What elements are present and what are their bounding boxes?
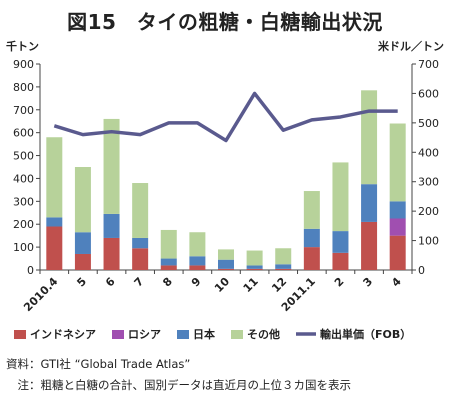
y-left-tick-label: 200 [13, 218, 34, 231]
bar-other [46, 137, 63, 218]
y-right-tick-label: 700 [418, 58, 439, 71]
legend-label-other: その他 [247, 327, 280, 341]
x-tick-label: 5 [74, 275, 89, 290]
y-right-tick-label: 500 [418, 117, 439, 130]
bar-other [246, 250, 263, 266]
legend-swatch-russia [112, 330, 124, 339]
bar-japan [160, 258, 177, 266]
bar-indonesia [160, 265, 177, 270]
bar-other [189, 232, 206, 257]
y-left-tick-label: 100 [13, 241, 34, 254]
bar-indonesia [46, 226, 63, 270]
bar-indonesia [389, 235, 406, 270]
bar-indonesia [103, 237, 120, 270]
bar-japan [332, 231, 349, 253]
bar-other [332, 162, 349, 232]
x-tick-label: 2 [332, 275, 347, 290]
y-right-tick-label: 0 [418, 264, 425, 277]
x-tick-label: 11 [241, 275, 261, 295]
bar-indonesia [132, 248, 149, 270]
bar-japan [246, 265, 263, 269]
bar-other [74, 167, 91, 233]
y-left-unit-label: 千トン [6, 39, 39, 53]
bar-japan [132, 237, 149, 249]
x-tick-label: 3 [361, 275, 376, 290]
bar-other [361, 90, 378, 185]
source-note: 資料：GTI社 “Global Trade Atlas” [6, 357, 191, 371]
y-left-tick-label: 500 [13, 150, 34, 163]
legend-swatch-indonesia [14, 330, 26, 339]
legend-label-russia: ロシア [128, 328, 161, 341]
bar-other [160, 229, 177, 259]
bar-indonesia [303, 247, 320, 270]
x-tick-label: 4 [389, 275, 404, 290]
legend-label-indonesia: インドネシア [30, 328, 96, 341]
y-left-tick-label: 700 [13, 104, 34, 117]
x-tick-label: 12 [269, 275, 289, 295]
y-right-tick-label: 200 [418, 205, 439, 218]
bar-other [132, 183, 149, 238]
y-right-tick-label: 400 [418, 146, 439, 159]
bar-japan [303, 228, 320, 248]
price-line [53, 91, 398, 143]
bar-other [218, 249, 234, 260]
bar-indonesia [275, 268, 292, 270]
bar-russia [389, 218, 406, 236]
bar-indonesia [189, 265, 206, 270]
y-right-unit-label: 米ドル／トン [377, 39, 444, 53]
bar-other [103, 118, 120, 214]
bar-indonesia [332, 252, 349, 270]
bar-other [389, 123, 406, 202]
bar-indonesia [218, 268, 234, 270]
bar-japan [361, 184, 378, 222]
legend-swatch-japan [177, 330, 189, 339]
bar-other [275, 248, 292, 265]
bar-indonesia [246, 268, 263, 270]
legend-swatch-other [231, 330, 243, 339]
y-left-tick-label: 600 [13, 127, 34, 140]
y-right-tick-label: 100 [418, 235, 439, 248]
x-tick-label: 8 [160, 275, 175, 290]
bar-japan [275, 264, 292, 269]
y-right-tick-label: 600 [418, 87, 439, 100]
bar-indonesia [74, 253, 91, 270]
footnote: 注：粗糖と白糖の合計、国別データは直近月の上位３カ国を表示 [6, 378, 351, 392]
legend-label-price: 輸出単価（FOB） [320, 327, 411, 341]
bar-japan [218, 259, 234, 269]
chart-title: 図15 タイの粗糖・白糖輸出状況 [67, 10, 383, 34]
bar-japan [74, 232, 91, 254]
x-tick-label: 9 [189, 275, 204, 290]
y-left-tick-label: 300 [13, 195, 34, 208]
y-left-tick-label: 800 [13, 81, 34, 94]
x-tick-label: 7 [132, 275, 147, 290]
y-right-tick-label: 300 [418, 176, 439, 189]
x-tick-label: 6 [103, 275, 118, 290]
y-left-tick-label: 400 [13, 172, 34, 185]
legend-label-japan: 日本 [193, 327, 215, 341]
x-tick-label: 2010.4 [21, 275, 60, 314]
x-tick-label: 10 [212, 275, 232, 295]
bar-japan [389, 201, 406, 219]
bar-japan [46, 217, 63, 227]
bar-indonesia [361, 221, 378, 270]
y-left-tick-label: 0 [27, 264, 34, 277]
y-left-tick-label: 900 [13, 58, 34, 71]
bar-other [303, 191, 320, 229]
bar-japan [103, 213, 120, 238]
bar-japan [189, 256, 206, 266]
